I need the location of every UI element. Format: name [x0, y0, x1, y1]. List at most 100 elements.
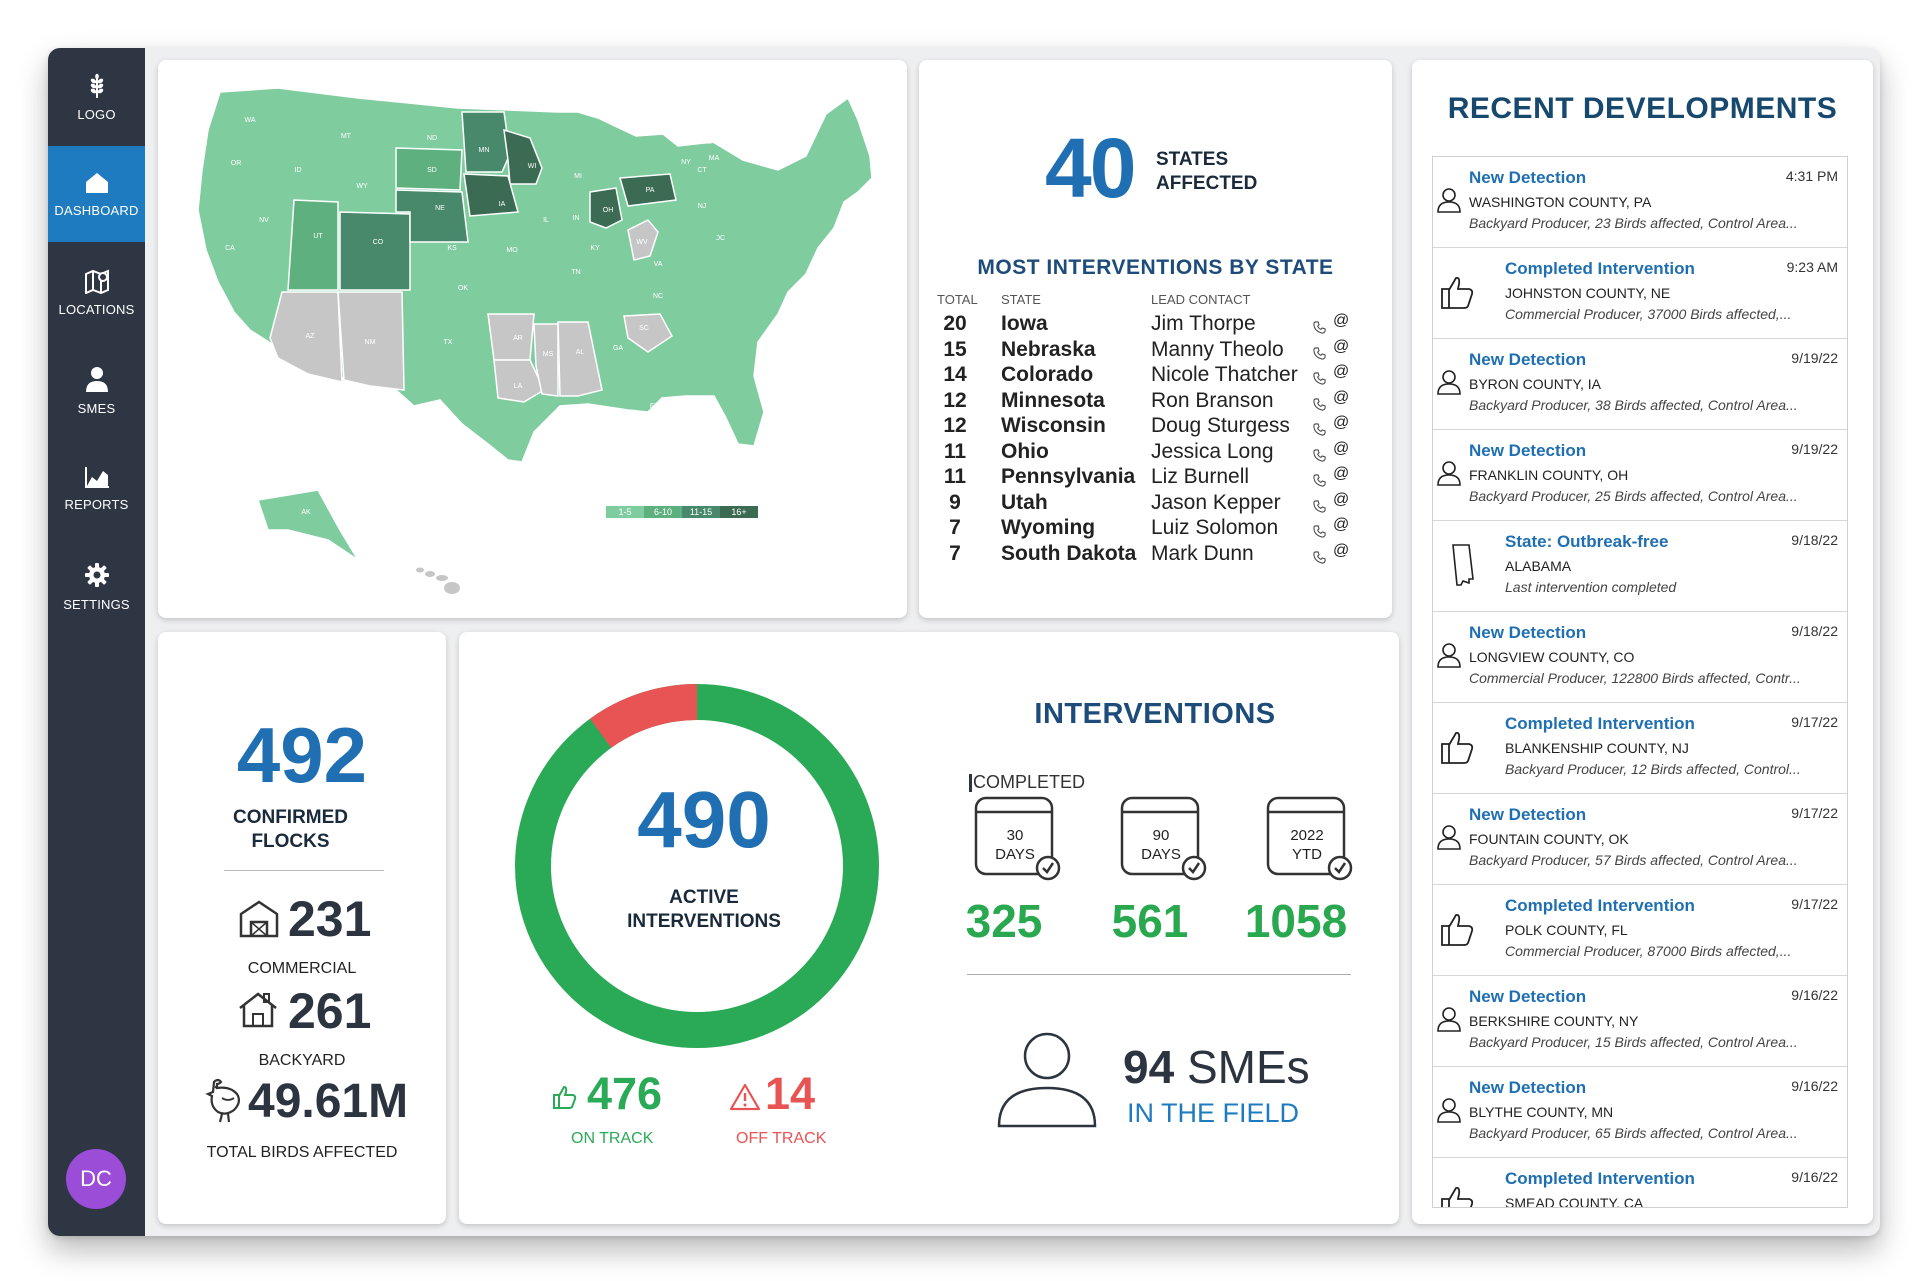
- phone-icon[interactable]: [1313, 393, 1326, 417]
- list-item[interactable]: New Detection 9/19/22 BYRON COUNTY, IA Back…: [1433, 339, 1847, 430]
- states-affected-label-1: STATES: [1156, 149, 1229, 170]
- email-icon[interactable]: @: [1333, 337, 1350, 355]
- email-icon[interactable]: @: [1333, 363, 1350, 380]
- row-lead-contact: Luiz Solomon: [1151, 516, 1279, 539]
- label-co: CO: [373, 239, 384, 246]
- calendar-90-days: 90 DAYS: [1119, 792, 1209, 887]
- item-location: BERKSHIRE COUNTY, NY: [1469, 1013, 1639, 1029]
- list-item[interactable]: New Detection 9/19/22 FRANKLIN COUNTY, OH B…: [1433, 430, 1847, 521]
- list-item[interactable]: State: Outbreak-free 9/18/22 ALABAMA Last i…: [1433, 521, 1847, 612]
- warning-icon: [729, 1083, 761, 1116]
- item-title: Completed Intervention: [1505, 259, 1695, 278]
- calendar-30-text: 30 DAYS: [976, 826, 1054, 864]
- nav-label-reports: REPORTS: [64, 496, 129, 512]
- row-lead-contact: Manny Theolo: [1151, 337, 1284, 361]
- states-affected-count: 40: [1045, 121, 1136, 215]
- email-icon[interactable]: @: [1333, 465, 1350, 482]
- phone-icon[interactable]: [1313, 316, 1326, 340]
- states-affected-label-2: AFFECTED: [1156, 173, 1258, 194]
- item-location: BLANKENSHIP COUNTY, NJ: [1505, 740, 1689, 756]
- interventions-title: INTERVENTIONS: [1034, 698, 1276, 730]
- email-icon[interactable]: @: [1333, 414, 1350, 431]
- email-icon[interactable]: @: [1333, 388, 1350, 406]
- list-item[interactable]: New Detection 9/16/22 BERKSHIRE COUNTY, NY…: [1433, 976, 1847, 1067]
- item-time: 9/16/22: [1791, 1078, 1838, 1094]
- item-location: BYRON COUNTY, IA: [1469, 376, 1601, 392]
- thumbs-up-icon: [551, 1084, 577, 1115]
- divider: [224, 870, 384, 871]
- item-description: Backyard Producer, 15 Birds affected, Co…: [1469, 1034, 1798, 1050]
- email-icon[interactable]: @: [1333, 312, 1350, 329]
- nav-dashboard[interactable]: DASHBOARD: [48, 146, 145, 242]
- row-total: 9: [949, 490, 961, 514]
- table-row: 20 Iowa Jim Thorpe @: [919, 312, 1392, 338]
- phone-icon[interactable]: [1313, 444, 1326, 468]
- completed-90-days-count: 561: [1111, 895, 1189, 947]
- phone-icon[interactable]: [1313, 469, 1326, 493]
- completed-ytd-count: 1058: [1244, 895, 1348, 947]
- avatar[interactable]: DC: [66, 1149, 126, 1209]
- phone-icon[interactable]: [1313, 546, 1326, 570]
- calendar-90-text: 90 DAYS: [1122, 826, 1200, 864]
- email-icon[interactable]: @: [1333, 516, 1350, 533]
- phone-icon[interactable]: [1313, 342, 1326, 366]
- phone-icon[interactable]: [1313, 367, 1326, 391]
- email-icon[interactable]: @: [1333, 541, 1350, 559]
- list-item[interactable]: New Detection 9/16/22 BLYTHE COUNTY, MN Bac…: [1433, 1067, 1847, 1158]
- list-item[interactable]: New Detection 9/17/22 FOUNTAIN COUNTY, OK B…: [1433, 794, 1847, 885]
- donut-on-track-ring: [515, 684, 879, 1048]
- item-time: 9/16/22: [1791, 987, 1838, 1003]
- dashboard-window: LOGO DASHBOARD LOCATIONS SMES REPORTS SE…: [48, 48, 1880, 1236]
- phone-icon[interactable]: [1313, 495, 1326, 519]
- row-lead-contact: Mark Dunn: [1151, 541, 1254, 565]
- label-dc: DC: [715, 235, 725, 242]
- email-icon[interactable]: @: [1333, 439, 1350, 457]
- item-time: 9:23 AM: [1786, 259, 1838, 275]
- label-ia: IA: [499, 201, 506, 208]
- list-item[interactable]: Completed Intervention 9/17/22 POLK COUNTY…: [1433, 885, 1847, 976]
- item-title: New Detection: [1469, 987, 1587, 1006]
- item-title: Completed Intervention: [1505, 714, 1695, 733]
- item-location: BLYTHE COUNTY, MN: [1469, 1104, 1614, 1120]
- item-description: Commercial Producer, 122800 Birds affect…: [1469, 670, 1801, 686]
- row-state: Minnesota: [1001, 388, 1105, 412]
- nav-smes[interactable]: SMES: [48, 342, 145, 438]
- us-choropleth-map[interactable]: WA OR CA NV ID MT WY UT CO AZ NM ND SD N…: [158, 60, 907, 618]
- calendar-ytd-line1: 2022: [1290, 827, 1324, 844]
- state-ut: [287, 199, 339, 291]
- phone-icon[interactable]: [1313, 418, 1326, 442]
- table-row: 14 Colorado Nicole Thatcher @: [919, 363, 1392, 389]
- calendar-30-days: 30 DAYS: [973, 792, 1063, 887]
- person-icon: [83, 365, 111, 401]
- thumbs-up-icon: [1439, 729, 1475, 770]
- nav-locations[interactable]: LOCATIONS: [48, 244, 145, 340]
- row-state: Pennsylvania: [1001, 465, 1136, 488]
- email-icon[interactable]: @: [1333, 490, 1350, 508]
- table-row: 11 Ohio Jessica Long @: [919, 440, 1392, 466]
- legend-16-plus: 16+: [731, 507, 746, 517]
- person-icon: [1437, 460, 1461, 491]
- item-location: SMEAD COUNTY, CA: [1505, 1195, 1644, 1208]
- list-item[interactable]: Completed Intervention 9/17/22 BLANKENSHIP…: [1433, 703, 1847, 794]
- state-ne: [395, 189, 469, 243]
- label-wy: WY: [356, 183, 368, 190]
- label-va: VA: [654, 261, 663, 268]
- item-description: Last intervention completed: [1505, 579, 1677, 595]
- list-item[interactable]: Completed Intervention 9/16/22 SMEAD COUNT…: [1433, 1158, 1847, 1208]
- row-state: South Dakota: [1001, 541, 1137, 565]
- nav-reports[interactable]: REPORTS: [48, 440, 145, 536]
- row-lead-contact: Jessica Long: [1151, 439, 1274, 463]
- label-nh: NH: [705, 139, 715, 146]
- item-title: New Detection: [1469, 805, 1587, 824]
- logo[interactable]: LOGO: [48, 56, 145, 138]
- list-item[interactable]: Completed Intervention 9:23 AM JOHNSTON CO…: [1433, 248, 1847, 339]
- row-total: 12: [943, 388, 967, 412]
- list-item[interactable]: New Detection 4:31 PM WASHINGTON COUNTY, P…: [1433, 157, 1847, 248]
- map-pin-icon: [83, 268, 111, 302]
- phone-icon[interactable]: [1313, 520, 1326, 544]
- item-title: New Detection: [1469, 168, 1587, 187]
- confirmed-flocks-count: 492: [236, 711, 368, 799]
- recent-list[interactable]: New Detection 4:31 PM WASHINGTON COUNTY, P…: [1432, 156, 1848, 1208]
- nav-settings[interactable]: SETTINGS: [48, 538, 145, 634]
- list-item[interactable]: New Detection 9/18/22 LONGVIEW COUNTY, CO C…: [1433, 612, 1847, 703]
